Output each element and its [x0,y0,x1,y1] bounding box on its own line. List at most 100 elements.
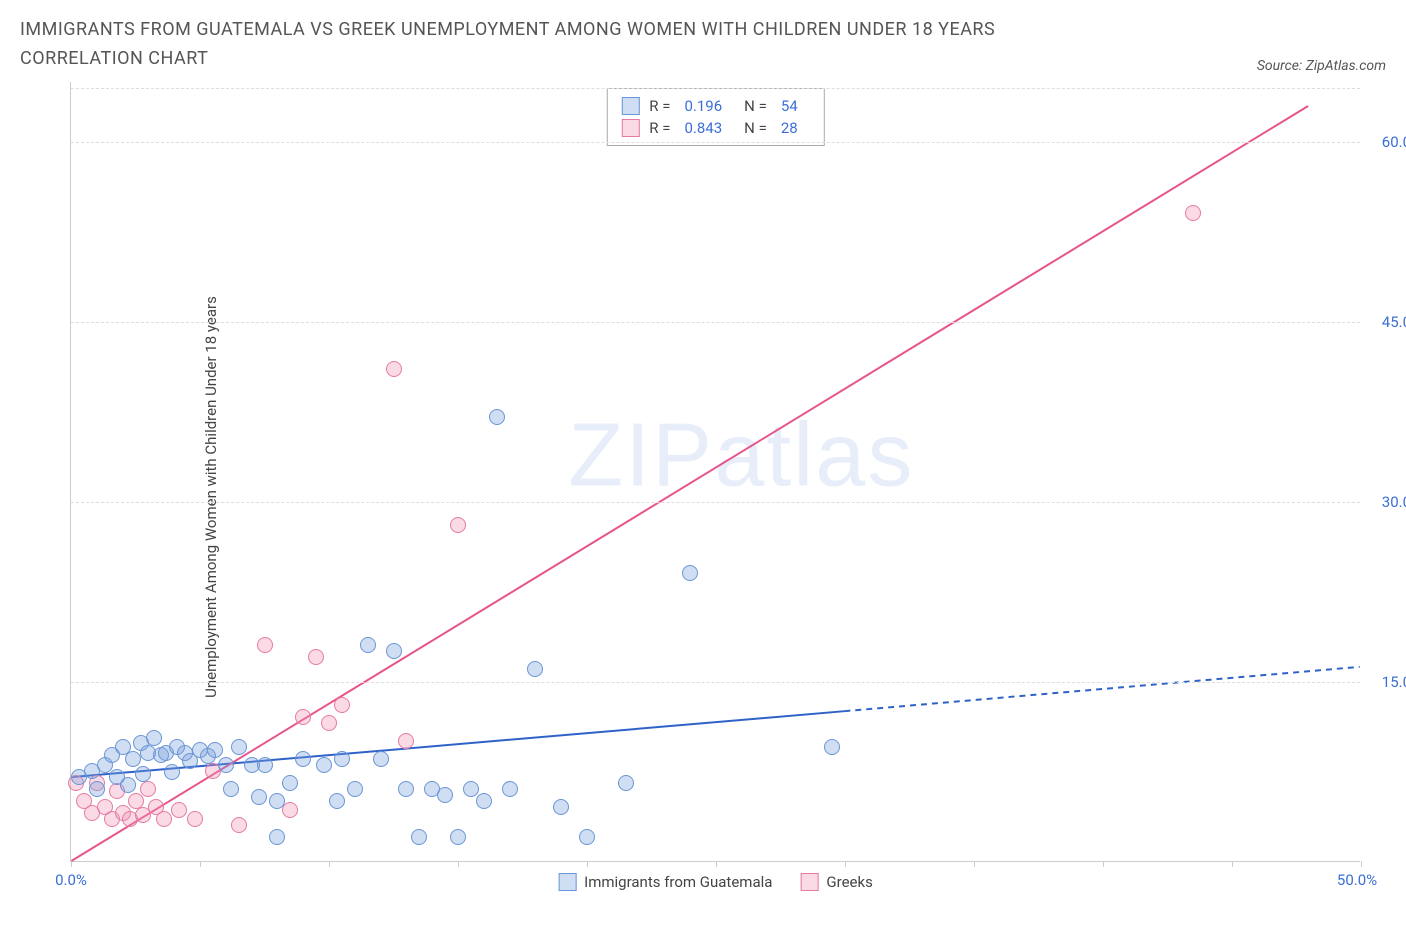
swatch-blue [621,97,639,115]
r-value-blue: 0.196 [684,97,722,115]
scatter-point [257,757,273,773]
series-legend: Immigrants from Guatemala Greeks [558,873,873,891]
scatter-point [824,739,840,755]
scatter-point [527,661,543,677]
scatter-point [386,361,402,377]
scatter-point [146,730,162,746]
scatter-point [269,793,285,809]
scatter-point [187,811,203,827]
scatter-point [329,793,345,809]
scatter-point [282,802,298,818]
legend-label: Greeks [826,873,872,891]
correlation-legend: R = 0.196 N = 54 R = 0.843 N = 28 [606,88,824,146]
scatter-point [125,751,141,767]
gridline [71,322,1360,323]
scatter-point [156,811,172,827]
ytick-label: 60.0% [1382,133,1406,151]
scatter-point [502,781,518,797]
scatter-point [223,781,239,797]
scatter-point [207,742,223,758]
scatter-point [231,739,247,755]
scatter-point [373,751,389,767]
scatter-point [476,793,492,809]
scatter-point [1185,205,1201,221]
n-value-blue: 54 [781,97,798,115]
scatter-point [135,766,151,782]
scatter-point [463,781,479,797]
scatter-point [386,643,402,659]
n-value-pink: 28 [781,119,798,137]
scatter-point [316,757,332,773]
scatter-point [321,715,337,731]
n-label: N = [744,97,767,115]
xtick [587,861,588,867]
legend-row-pink: R = 0.843 N = 28 [621,117,809,139]
scatter-point [450,517,466,533]
scatter-point [579,829,595,845]
gridline [71,88,1360,89]
r-label: R = [649,119,670,137]
scatter-point [231,817,247,833]
gridline [71,682,1360,683]
scatter-point [257,637,273,653]
xtick [71,861,72,867]
chart-title: IMMIGRANTS FROM GUATEMALA VS GREEK UNEMP… [20,16,1120,74]
scatter-point [489,409,505,425]
scatter-point [140,781,156,797]
scatter-point [618,775,634,791]
scatter-point [218,757,234,773]
legend-item-guatemala: Immigrants from Guatemala [558,873,772,891]
xtick [458,861,459,867]
scatter-point [269,829,285,845]
ytick-label: 30.0% [1382,493,1406,511]
source-label: Source: ZipAtlas.com [1257,58,1386,74]
r-label: R = [649,97,670,115]
xtick-label: 0.0% [55,871,87,889]
scatter-point [295,709,311,725]
swatch-pink [621,119,639,137]
ytick-label: 15.0% [1382,673,1406,691]
scatter-point [553,799,569,815]
xtick [845,861,846,867]
scatter-point [450,829,466,845]
r-value-pink: 0.843 [684,119,722,137]
legend-label: Immigrants from Guatemala [584,873,772,891]
xtick [329,861,330,867]
scatter-point [334,751,350,767]
gridline [71,142,1360,143]
xtick [1103,861,1104,867]
scatter-point [171,802,187,818]
scatter-point [89,781,105,797]
xtick [1361,861,1362,867]
legend-item-greeks: Greeks [800,873,872,891]
gridline [71,502,1360,503]
scatter-point [334,697,350,713]
xtick [200,861,201,867]
swatch-pink [800,873,818,891]
xtick [716,861,717,867]
scatter-point [251,789,267,805]
scatter-point [360,637,376,653]
xtick [1232,861,1233,867]
scatter-point [411,829,427,845]
plot-area: ZIPatlas R = 0.196 N = 54 R = 0.843 N = … [70,82,1360,862]
legend-row-blue: R = 0.196 N = 54 [621,95,809,117]
chart-header: IMMIGRANTS FROM GUATEMALA VS GREEK UNEMP… [20,16,1386,74]
scatter-point [398,733,414,749]
scatter-point [347,781,363,797]
scatter-point [437,787,453,803]
scatter-point [308,649,324,665]
scatter-point [164,764,180,780]
ytick-label: 45.0% [1382,313,1406,331]
chart-container: Unemployment Among Women with Children U… [20,82,1386,912]
n-label: N = [744,119,767,137]
swatch-blue [558,873,576,891]
trend-lines-svg [71,82,1360,861]
scatter-point [682,565,698,581]
scatter-point [282,775,298,791]
scatter-point [120,777,136,793]
xtick [974,861,975,867]
scatter-point [295,751,311,767]
xtick-label: 50.0% [1337,871,1377,889]
scatter-point [398,781,414,797]
